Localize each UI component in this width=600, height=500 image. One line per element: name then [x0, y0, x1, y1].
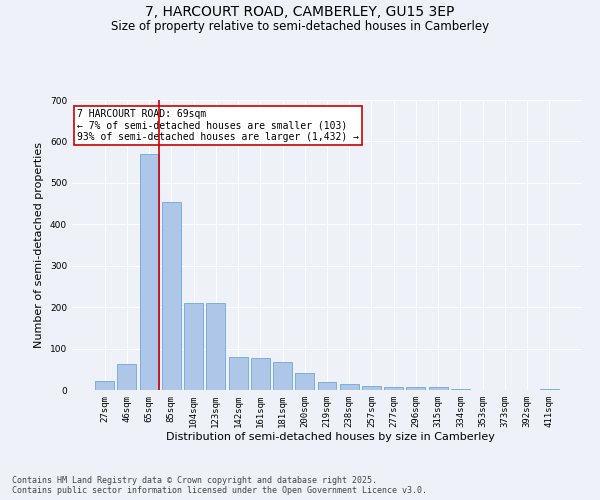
Text: Distribution of semi-detached houses by size in Camberley: Distribution of semi-detached houses by … — [166, 432, 494, 442]
Bar — [184, 303, 203, 390]
Bar — [229, 357, 248, 390]
Bar — [429, 387, 448, 390]
Bar — [340, 384, 359, 390]
Bar — [317, 382, 337, 390]
Bar — [95, 381, 114, 390]
Bar — [362, 386, 381, 390]
Bar — [540, 389, 559, 390]
Text: 7, HARCOURT ROAD, CAMBERLEY, GU15 3EP: 7, HARCOURT ROAD, CAMBERLEY, GU15 3EP — [145, 5, 455, 19]
Bar — [406, 386, 425, 390]
Text: 7 HARCOURT ROAD: 69sqm
← 7% of semi-detached houses are smaller (103)
93% of sem: 7 HARCOURT ROAD: 69sqm ← 7% of semi-deta… — [77, 108, 359, 142]
Bar — [251, 358, 270, 390]
Text: Contains HM Land Registry data © Crown copyright and database right 2025.
Contai: Contains HM Land Registry data © Crown c… — [12, 476, 427, 495]
Bar — [384, 386, 403, 390]
Bar — [295, 372, 314, 390]
Bar — [273, 362, 292, 390]
Y-axis label: Number of semi-detached properties: Number of semi-detached properties — [34, 142, 44, 348]
Text: Size of property relative to semi-detached houses in Camberley: Size of property relative to semi-detach… — [111, 20, 489, 33]
Bar — [206, 303, 225, 390]
Bar — [140, 154, 158, 390]
Bar — [451, 389, 470, 390]
Bar — [162, 202, 181, 390]
Bar — [118, 364, 136, 390]
